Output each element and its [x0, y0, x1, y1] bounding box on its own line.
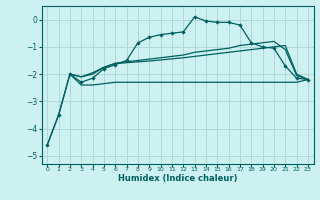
X-axis label: Humidex (Indice chaleur): Humidex (Indice chaleur)	[118, 174, 237, 183]
